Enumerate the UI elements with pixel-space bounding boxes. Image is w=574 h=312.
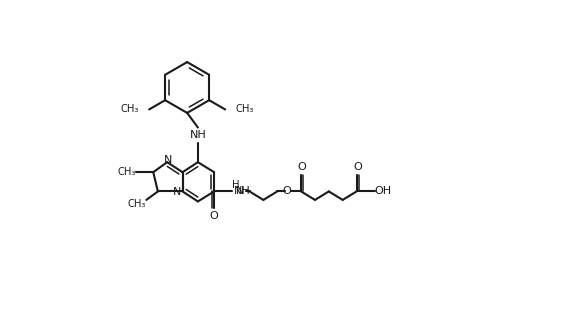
Text: NH: NH bbox=[234, 187, 251, 197]
Text: CH₃: CH₃ bbox=[118, 167, 136, 177]
Text: O: O bbox=[283, 187, 292, 197]
Text: CH₃: CH₃ bbox=[235, 105, 254, 115]
Text: O: O bbox=[209, 211, 218, 221]
Text: H: H bbox=[232, 180, 239, 190]
Text: N: N bbox=[173, 187, 181, 197]
Text: CH₃: CH₃ bbox=[121, 105, 139, 115]
Text: O: O bbox=[353, 162, 362, 172]
Text: NH: NH bbox=[189, 130, 206, 140]
Text: OH: OH bbox=[374, 187, 391, 197]
Text: O: O bbox=[297, 162, 307, 172]
Text: N: N bbox=[164, 155, 172, 165]
Text: N: N bbox=[236, 187, 245, 197]
Text: CH₃: CH₃ bbox=[127, 199, 146, 209]
